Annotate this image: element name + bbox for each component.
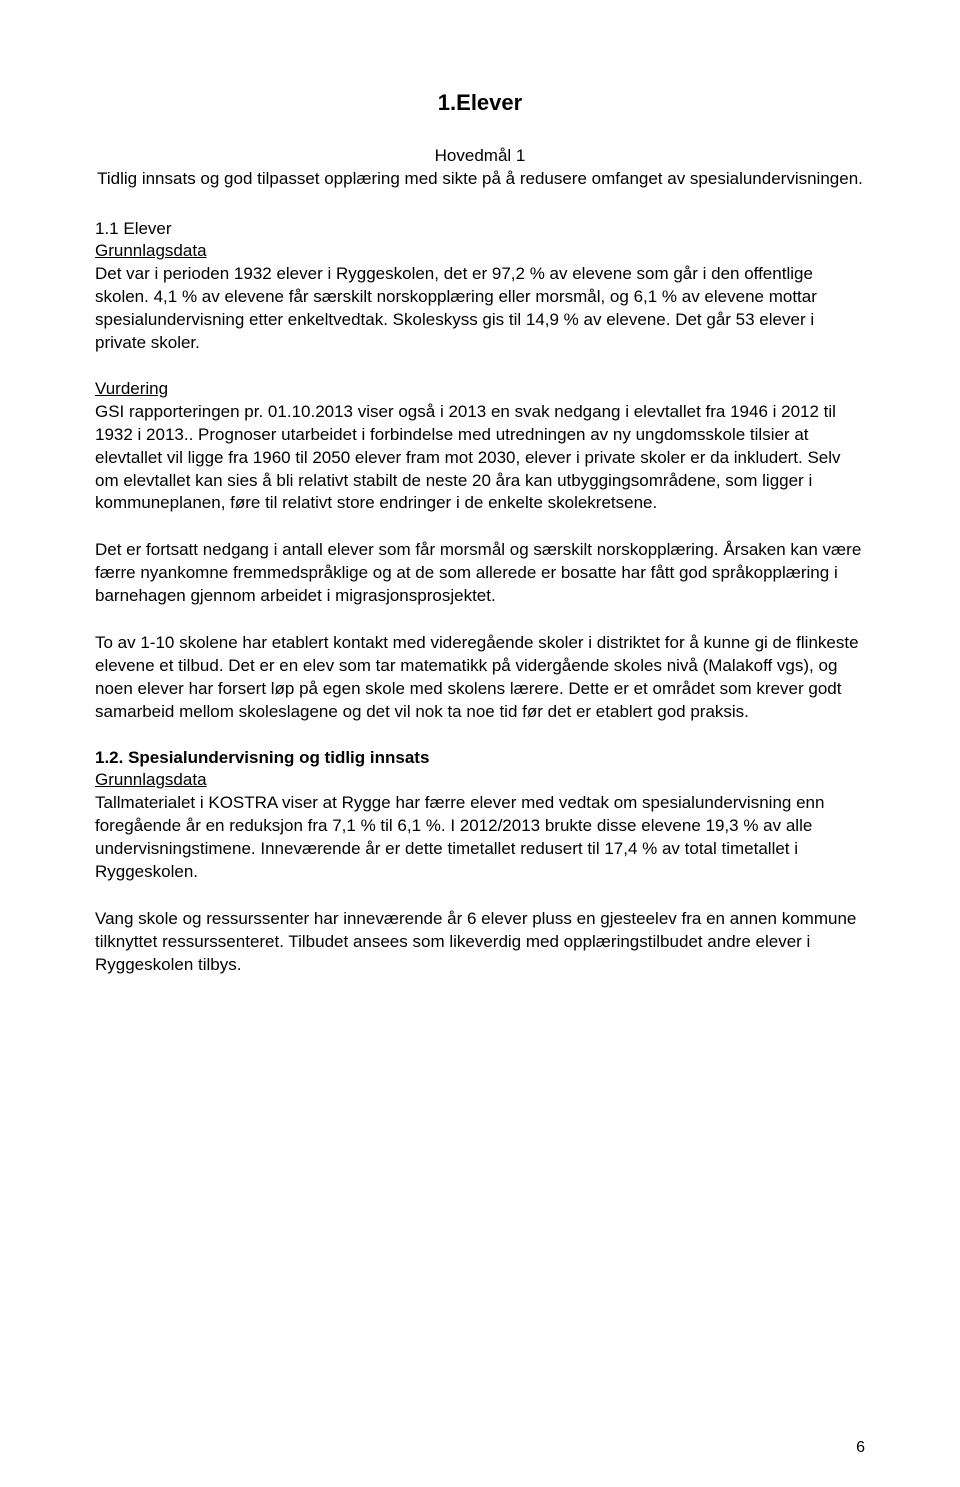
vurdering-paragraph-2: Det er fortsatt nedgang i antall elever … — [95, 539, 865, 608]
grunnlagsdata-text-2: Tallmaterialet i KOSTRA viser at Rygge h… — [95, 792, 865, 884]
page-number: 6 — [856, 1439, 865, 1457]
page-title: 1.Elever — [95, 90, 865, 116]
section-1-1-heading: 1.1 Elever — [95, 219, 865, 239]
vurdering-label: Vurdering — [95, 379, 865, 399]
grunnlagsdata-label-2: Grunnlagsdata — [95, 770, 865, 790]
section-1-2-heading: 1.2. Spesialundervisning og tidlig innsa… — [95, 748, 865, 768]
document-page: 1.Elever Hovedmål 1 Tidlig innsats og go… — [0, 0, 960, 1487]
hovedmal-label: Hovedmål 1 — [95, 146, 865, 166]
vurdering-paragraph-1: GSI rapporteringen pr. 01.10.2013 viser … — [95, 401, 865, 516]
grunnlagsdata-text-1: Det var i perioden 1932 elever i Ryggesk… — [95, 263, 865, 355]
vurdering-paragraph-3: To av 1-10 skolene har etablert kontakt … — [95, 632, 865, 724]
grunnlagsdata-label-1: Grunnlagsdata — [95, 241, 865, 261]
section-1-2-paragraph-2: Vang skole og ressurssenter har innevære… — [95, 908, 865, 977]
hovedmal-text: Tidlig innsats og god tilpasset opplærin… — [95, 168, 865, 191]
